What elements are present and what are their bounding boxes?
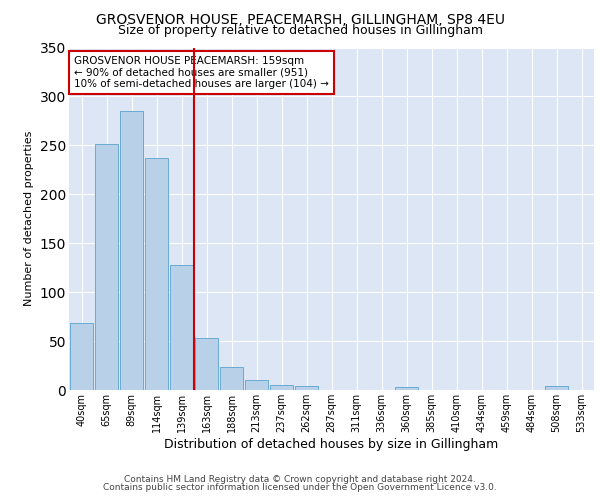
Bar xyxy=(195,338,218,390)
Text: GROSVENOR HOUSE, PEACEMARSH, GILLINGHAM, SP8 4EU: GROSVENOR HOUSE, PEACEMARSH, GILLINGHAM,… xyxy=(95,12,505,26)
Text: GROSVENOR HOUSE PEACEMARSH: 159sqm
← 90% of detached houses are smaller (951)
10: GROSVENOR HOUSE PEACEMARSH: 159sqm ← 90%… xyxy=(74,56,329,90)
Bar xyxy=(95,144,118,390)
Bar xyxy=(270,385,293,390)
Text: Contains public sector information licensed under the Open Government Licence v3: Contains public sector information licen… xyxy=(103,484,497,492)
Bar xyxy=(170,264,193,390)
Bar xyxy=(545,386,568,390)
Y-axis label: Number of detached properties: Number of detached properties xyxy=(24,131,34,306)
Bar xyxy=(145,158,168,390)
X-axis label: Distribution of detached houses by size in Gillingham: Distribution of detached houses by size … xyxy=(164,438,499,450)
Bar xyxy=(295,386,318,390)
Bar xyxy=(220,366,243,390)
Bar xyxy=(70,324,93,390)
Bar xyxy=(245,380,268,390)
Bar xyxy=(120,111,143,390)
Text: Contains HM Land Registry data © Crown copyright and database right 2024.: Contains HM Land Registry data © Crown c… xyxy=(124,475,476,484)
Text: Size of property relative to detached houses in Gillingham: Size of property relative to detached ho… xyxy=(118,24,482,37)
Bar xyxy=(395,387,418,390)
